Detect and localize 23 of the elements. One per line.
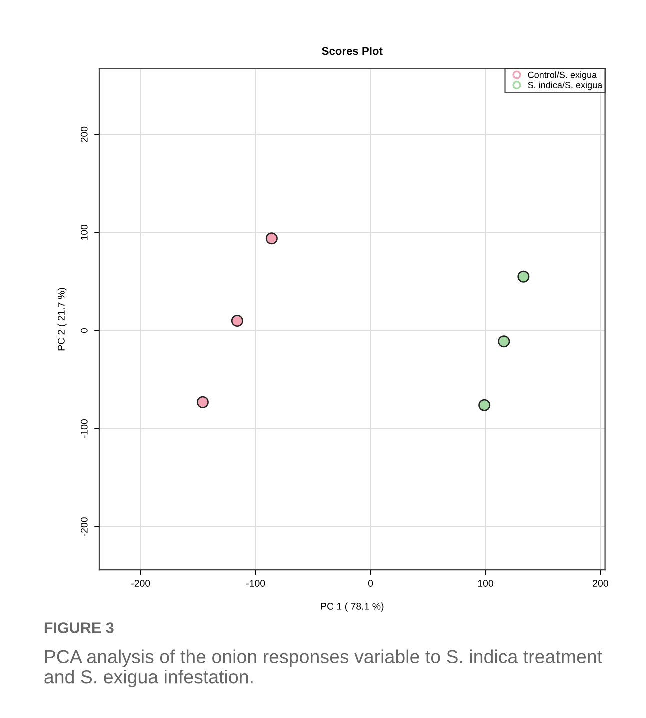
point xyxy=(498,336,510,348)
x-tick-label: 200 xyxy=(593,580,608,587)
point xyxy=(518,270,530,283)
point xyxy=(196,396,209,408)
caption: FIGURE 3 xyxy=(44,622,114,634)
y-tick-label: -200 xyxy=(80,518,88,536)
x-tick-label: 0 xyxy=(368,580,374,587)
x-tick-label: -200 xyxy=(132,580,150,587)
point xyxy=(266,232,278,245)
y-tick-label: 0 xyxy=(80,328,88,334)
x-tick-label: -100 xyxy=(246,580,266,587)
y-tick-label: 100 xyxy=(80,224,88,240)
point xyxy=(478,399,491,412)
legend-label: S. indica/S. exigua xyxy=(528,82,603,90)
x-axis-title: PC 1 ( 78.1 %) xyxy=(321,602,384,612)
x-tick-label: 100 xyxy=(478,580,494,587)
y-tick-label: -100 xyxy=(80,420,88,438)
chart-title: Scores Plot xyxy=(322,46,383,56)
y-axis-title: PC 2 ( 21.7 %) xyxy=(58,288,67,351)
point xyxy=(231,314,244,327)
y-tick-label: 200 xyxy=(80,126,88,142)
text: PCA analysis of the onion responses variable to S. indica treatment and S. exigua infestation. xyxy=(44,650,602,688)
legend-label: Control/S. exigua xyxy=(528,72,598,80)
